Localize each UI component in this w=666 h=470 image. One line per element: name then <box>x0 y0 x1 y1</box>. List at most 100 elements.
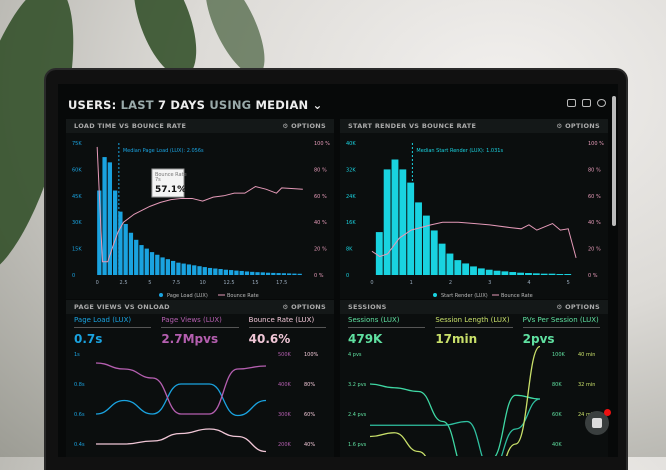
y2-tick-label: 40 % <box>588 220 601 226</box>
kpi: Session Length (LUX) 17min <box>435 316 513 346</box>
y-tick-label: 32K <box>346 167 356 173</box>
monitor-icon[interactable] <box>567 99 576 107</box>
y2-tick-label: 0 % <box>588 273 598 279</box>
kpi-value: 479K <box>348 332 383 346</box>
bar <box>207 267 213 275</box>
series-line <box>95 362 267 415</box>
y2-tick-label: 200K <box>278 442 292 448</box>
bar <box>139 245 144 275</box>
y-tick-label: 4 pvs <box>348 352 362 358</box>
bar <box>485 269 493 275</box>
y2-tick-label: 20 % <box>314 247 327 253</box>
bar <box>229 270 234 275</box>
y2-tick-label: 80K <box>552 382 562 388</box>
series-line <box>369 383 541 457</box>
bar <box>501 271 509 275</box>
x-tick-label: 1 <box>410 280 413 286</box>
y2-tick-label: 0 % <box>314 273 324 279</box>
kpi-label: Sessions (LUX) <box>348 316 426 328</box>
chart-page-views: 0.4s 0.6s 0.8s 1s 200K 300K 400K 500K 40% 60% 80% 1… <box>74 352 319 453</box>
bar <box>509 272 517 275</box>
scrollbar[interactable] <box>612 96 616 226</box>
kpi: Sessions (LUX) 479K <box>348 316 426 346</box>
y-tick-label: 2.4 pvs <box>348 412 367 418</box>
y2-tick-label: 80 % <box>588 167 601 173</box>
bar <box>422 215 430 275</box>
bar <box>438 243 446 275</box>
bar <box>446 253 454 275</box>
dashboard-screen: USERS: LAST 7 DAYS USING MEDIAN ⌄ LOAD T… <box>58 84 618 457</box>
y2-tick-label: 60 % <box>588 194 601 200</box>
series-line <box>370 398 541 457</box>
bar <box>399 169 407 275</box>
options-button[interactable]: ⚙ OPTIONS <box>556 303 600 311</box>
x-tick-label: 5 <box>148 280 151 286</box>
y2-tick-label: 100 % <box>588 141 604 147</box>
bar <box>176 262 181 275</box>
bar <box>155 254 160 275</box>
bar <box>165 259 170 275</box>
bar <box>144 248 149 275</box>
bar <box>430 230 438 275</box>
bar <box>556 274 564 275</box>
chart-start-render: 0 8K 16K 24K 32K 40K 0 % 20 % 40 % 60 % 80 % 100 % 0… <box>346 141 604 299</box>
chart-load-time: 0 15K 30K 45K 60K 75K 0 % 20 % 40 % 60 % 80 % 100 %… <box>72 141 330 299</box>
panel-load-time: LOAD TIME VS BOUNCE RATE ⚙ OPTIONS 0 15K 30… <box>66 119 334 299</box>
bar <box>281 273 287 275</box>
bar <box>160 257 165 275</box>
y-tick-label: 40K <box>346 141 356 147</box>
tooltip-title: Bounce Rate <box>155 172 187 178</box>
bar <box>540 273 548 275</box>
x-tick-label: 17.5 <box>276 280 287 286</box>
kpi: Bounce Rate (LUX) 40.6% <box>248 316 326 346</box>
bar <box>493 270 501 275</box>
panel-title: SESSIONS <box>348 303 387 311</box>
bar <box>462 263 470 275</box>
panel-title: LOAD TIME VS BOUNCE RATE <box>74 122 187 130</box>
page-title[interactable]: USERS: LAST 7 DAYS USING MEDIAN ⌄ <box>68 98 322 112</box>
options-button[interactable]: ⚙ OPTIONS <box>282 303 326 311</box>
title-part: USING <box>209 98 256 112</box>
y2-tick-label: 40K <box>552 442 562 448</box>
kpi-label: Session Length (LUX) <box>435 316 513 328</box>
kpi-label: Bounce Rate (LUX) <box>248 316 326 328</box>
y-tick-label: 3.2 pvs <box>348 382 367 388</box>
image-icon[interactable] <box>582 99 591 107</box>
bar <box>297 273 302 275</box>
bar <box>97 190 102 275</box>
bar <box>260 272 265 275</box>
options-button[interactable]: ⚙ OPTIONS <box>556 122 600 130</box>
bar <box>118 211 123 275</box>
bar <box>112 190 118 275</box>
median-label: Median Page Load (LUX): 2.056s <box>123 148 204 154</box>
y-tick-label: 1s <box>74 352 80 358</box>
bar <box>407 182 415 275</box>
legend-marker <box>433 293 437 297</box>
kpi-value: 0.7s <box>74 332 103 346</box>
y-tick-label: 30K <box>72 220 82 226</box>
x-tick-label: 15 <box>252 280 258 286</box>
y2-tick-label: 100K <box>552 352 566 358</box>
y-tick-label: 0.4s <box>74 442 85 448</box>
bar <box>192 265 197 275</box>
y3-tick-label: 80% <box>304 382 315 388</box>
tooltip-sub: 7s <box>155 177 161 183</box>
kpi: Page Load (LUX) 0.7s <box>74 316 152 346</box>
x-tick-label: 2.5 <box>120 280 128 286</box>
bounce-rate-line <box>96 146 303 263</box>
bar <box>102 157 107 275</box>
y3-tick-label: 60% <box>304 412 315 418</box>
chevron-down-icon[interactable]: ⌄ <box>312 98 323 112</box>
y2-tick-label: 400K <box>278 382 292 388</box>
chat-button[interactable] <box>585 409 611 435</box>
bar <box>202 267 207 275</box>
help-icon[interactable] <box>597 99 606 107</box>
bar <box>134 239 139 275</box>
y3-tick-label: 100% <box>304 352 319 358</box>
x-tick-label: 5 <box>567 280 570 286</box>
y-tick-label: 0.6s <box>74 412 85 418</box>
bar <box>223 269 229 275</box>
options-button[interactable]: ⚙ OPTIONS <box>282 122 326 130</box>
